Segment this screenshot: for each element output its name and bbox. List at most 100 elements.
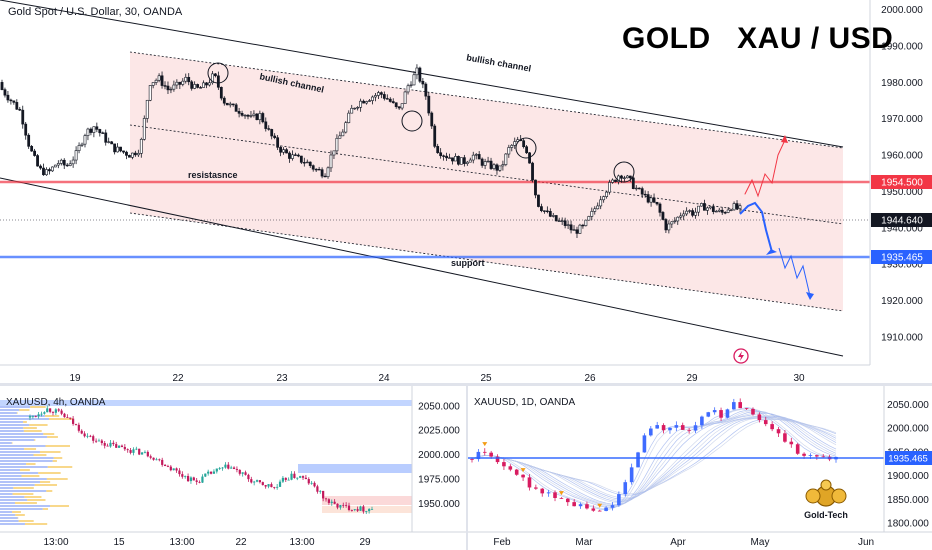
- main-price-axis[interactable]: 1910.000 1920.000 1930.000 1940.000 1950.000…: [881, 5, 923, 343]
- main-candle: [202, 82, 205, 88]
- sub-chart-4h: 1950.000 1975.000 2000.000 2025.000 2050.000…: [0, 386, 466, 550]
- main-candle: [98, 129, 102, 134]
- vp-bar-buy: [0, 451, 40, 453]
- main-candle: [676, 216, 680, 222]
- main-candle: [593, 208, 597, 212]
- main-time-axis[interactable]: 19 22 23 24 25 26 29 30: [69, 373, 805, 383]
- vp-bar-sell: [47, 466, 73, 468]
- main-candle: [30, 146, 34, 152]
- main-candle: [237, 111, 241, 114]
- vp-bar-sell: [15, 502, 37, 504]
- sub-left-candle: [115, 444, 118, 448]
- main-candle: [649, 197, 653, 203]
- sub-right-bg: [468, 386, 932, 550]
- main-candle: [614, 179, 617, 182]
- main-candle: [448, 157, 451, 159]
- vp-bar-sell: [11, 442, 13, 444]
- logo-coin-top: [820, 479, 832, 491]
- sub-left-candle: [278, 481, 282, 487]
- sub-left-candle: [40, 413, 43, 415]
- sub-left-candle: [198, 481, 201, 483]
- main-candle: [379, 92, 383, 95]
- main-candle: [374, 95, 377, 98]
- main-candle: [74, 150, 78, 161]
- sub-right-candle: [502, 462, 506, 467]
- vp-bar-buy: [0, 409, 20, 411]
- vp-bar-buy: [0, 427, 24, 429]
- main-candle: [685, 210, 689, 215]
- sub-left-candle: [324, 498, 328, 500]
- vp-bar-buy: [0, 484, 35, 486]
- main-candle: [442, 155, 446, 157]
- main-candle: [454, 156, 457, 162]
- pane-divider[interactable]: [0, 383, 932, 386]
- sub-right-time-axis[interactable]: Feb Mar Apr May Jun: [493, 537, 874, 548]
- ma-ribbon-line: [471, 409, 837, 508]
- sub-right-candle: [572, 502, 576, 507]
- sub-left-candle: [359, 506, 362, 511]
- sub-right-candle: [508, 466, 513, 470]
- main-candle: [507, 147, 511, 155]
- main-candle: [557, 220, 561, 222]
- sub-right-candle: [540, 488, 545, 494]
- vp-bar-sell: [30, 406, 46, 408]
- sub-left-y-tick: 2025.000: [418, 426, 460, 437]
- main-chart-title: Gold Spot / U.S. Dollar, 30, OANDA: [8, 6, 183, 18]
- vp-bar-buy: [0, 460, 53, 462]
- main-candle: [584, 219, 588, 226]
- sub-left-candle: [112, 442, 115, 445]
- vp-bar-buy: [0, 445, 46, 447]
- main-candle: [708, 206, 712, 209]
- main-candle: [400, 103, 404, 109]
- main-candle: [522, 140, 526, 148]
- sub-left-candle: [238, 469, 241, 474]
- main-candle: [341, 131, 345, 137]
- main-candles: [0, 64, 742, 239]
- sub-right-candle: [636, 452, 640, 468]
- sub-left-x-tick: 15: [113, 537, 125, 548]
- main-candle: [356, 107, 360, 109]
- main-candle: [314, 168, 318, 171]
- main-candle: [682, 213, 686, 217]
- main-candle: [53, 164, 57, 168]
- sub-right-candle: [629, 467, 634, 483]
- sub-left-candle: [281, 477, 285, 482]
- sub-right-candle: [725, 409, 730, 418]
- main-candle: [305, 161, 309, 164]
- main-candle: [353, 107, 357, 110]
- main-candle: [525, 146, 529, 154]
- main-y-tick: 1980.000: [881, 78, 923, 89]
- main-candle: [125, 151, 128, 156]
- main-candle: [86, 128, 90, 136]
- sub-pane-divider[interactable]: [466, 386, 468, 550]
- vp-bar-buy: [0, 490, 47, 492]
- main-candle: [148, 85, 152, 101]
- sub-right-candle: [795, 444, 800, 454]
- sub-left-candle: [34, 415, 37, 417]
- tv-flash-icon[interactable]: [733, 348, 749, 364]
- main-candle: [350, 107, 354, 114]
- main-candle: [625, 175, 629, 179]
- sub-right-candle: [527, 477, 532, 488]
- sub-left-candle: [261, 482, 264, 486]
- main-candle: [332, 150, 336, 156]
- vp-bar-sell: [23, 421, 27, 423]
- main-candle: [95, 126, 99, 130]
- sub-left-candle: [195, 480, 198, 482]
- pivot-circle-1: [207, 62, 229, 84]
- projection-up-arrow: [781, 135, 788, 143]
- main-candle: [691, 210, 694, 216]
- vp-bar-buy: [0, 520, 19, 522]
- sub-left-price-axis[interactable]: 1950.000 1975.000 2000.000 2025.000 2050.000: [418, 401, 460, 510]
- sub-left-x-tick: 29: [359, 537, 371, 548]
- main-candle: [193, 84, 197, 89]
- vp-bar-sell: [23, 430, 42, 432]
- main-candle: [243, 114, 247, 117]
- sub-left-time-axis[interactable]: 13:00 15 13:00 22 13:00 29: [43, 537, 371, 548]
- sub-left-candle: [253, 481, 256, 483]
- sub-left-candle: [247, 474, 250, 480]
- main-candle: [45, 169, 48, 176]
- sub-left-candle: [192, 477, 195, 481]
- sub-left-candle: [267, 484, 270, 487]
- main-candle: [415, 67, 419, 76]
